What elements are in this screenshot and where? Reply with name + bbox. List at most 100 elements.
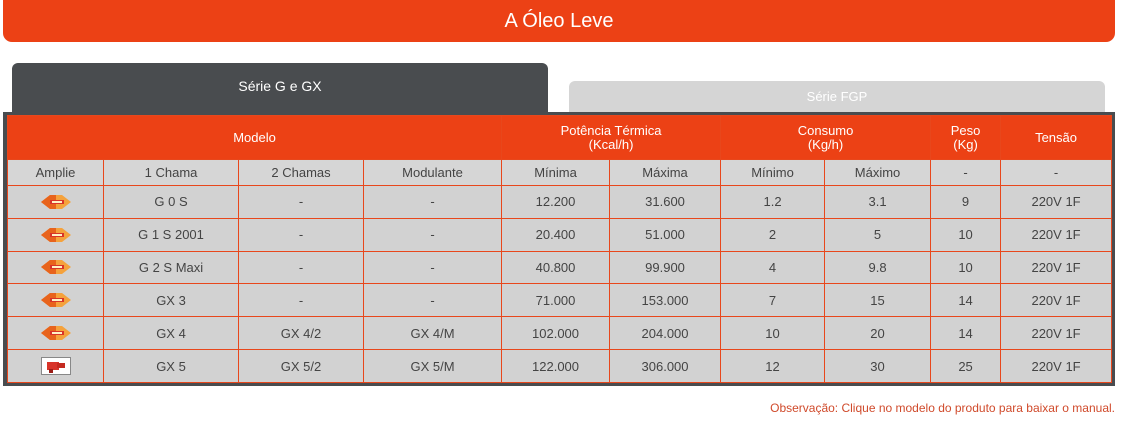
consumo-maximo: 30	[824, 349, 932, 383]
consumo-minimo: 7	[720, 283, 826, 318]
model-modulante[interactable]: GX 4/M	[362, 316, 503, 351]
header-tensao: Tensão	[1000, 114, 1113, 161]
model-1-chama[interactable]: G 0 S	[103, 184, 239, 219]
potencia-minima: 122.000	[501, 349, 611, 383]
potencia-maxima: 31.600	[609, 184, 722, 219]
tensao-value: 220V 1F	[1000, 250, 1113, 285]
subheader-modulante: Modulante	[362, 159, 503, 186]
table-row: GX 3 - - 71.000 153.000 7 15 14 220V 1F	[7, 283, 1113, 318]
tab-serie-g-gx[interactable]: Série G e GX	[12, 63, 548, 112]
tensao-value: 220V 1F	[1000, 283, 1113, 318]
consumo-minimo: 4	[720, 250, 826, 285]
burner-g-icon[interactable]	[40, 325, 72, 341]
subheader-minimo: Mínimo	[720, 159, 826, 186]
tab-label: Série FGP	[806, 89, 868, 104]
model-modulante[interactable]: GX 5/M	[362, 349, 503, 383]
model-2-chamas[interactable]: -	[238, 250, 364, 285]
header-modelo: Modelo	[6, 114, 503, 161]
header-potencia: Potência Térmica (Kcal/h)	[501, 114, 722, 161]
header-peso: Peso (Kg)	[930, 114, 1002, 161]
burner-g-icon[interactable]	[40, 292, 72, 308]
consumo-maximo: 20	[824, 316, 932, 351]
observation-note: Observação: Clique no modelo do produto …	[770, 401, 1115, 415]
peso-value: 25	[930, 349, 1002, 383]
model-modulante[interactable]: -	[362, 184, 503, 219]
model-1-chama[interactable]: GX 4	[103, 316, 239, 351]
potencia-minima: 102.000	[501, 316, 611, 351]
model-1-chama[interactable]: G 1 S 2001	[103, 217, 239, 252]
amplie-cell[interactable]	[7, 217, 104, 252]
banner-title: A Óleo Leve	[504, 9, 614, 32]
burner-g-icon[interactable]	[40, 259, 72, 275]
table-row: G 1 S 2001 - - 20.400 51.000 2 5 10 220V…	[7, 217, 1113, 252]
subheader-1-chama: 1 Chama	[103, 159, 239, 186]
amplie-cell[interactable]	[7, 250, 104, 285]
consumo-minimo: 2	[720, 217, 826, 252]
table-row: GX 5 GX 5/2 GX 5/M 122.000 306.000 12 30…	[7, 349, 1113, 383]
subheader-2-chamas: 2 Chamas	[238, 159, 364, 186]
model-2-chamas[interactable]: GX 4/2	[238, 316, 364, 351]
subheader-peso: -	[930, 159, 1002, 186]
tab-label: Série G e GX	[238, 77, 322, 94]
table-row: G 0 S - - 12.200 31.600 1.2 3.1 9 220V 1…	[7, 184, 1113, 219]
consumo-maximo: 15	[824, 283, 932, 318]
model-modulante[interactable]: -	[362, 283, 503, 318]
potencia-maxima: 204.000	[609, 316, 722, 351]
potencia-maxima: 153.000	[609, 283, 722, 318]
consumo-minimo: 1.2	[720, 184, 826, 219]
peso-value: 10	[930, 217, 1002, 252]
potencia-minima: 20.400	[501, 217, 611, 252]
table-row: GX 4 GX 4/2 GX 4/M 102.000 204.000 10 20…	[7, 316, 1113, 351]
product-table-container: Modelo Potência Térmica (Kcal/h) Consumo…	[3, 112, 1115, 386]
burner-gx-icon[interactable]	[40, 357, 71, 376]
potencia-minima: 12.200	[501, 184, 611, 219]
header-potencia-label: Potência Térmica	[560, 122, 662, 138]
model-1-chama[interactable]: G 2 S Maxi	[103, 250, 239, 285]
model-modulante[interactable]: -	[362, 217, 503, 252]
potencia-maxima: 306.000	[609, 349, 722, 383]
consumo-minimo: 10	[720, 316, 826, 351]
model-2-chamas[interactable]: -	[238, 283, 364, 318]
burner-g-icon[interactable]	[40, 193, 72, 209]
subheader-minima: Mínima	[501, 159, 611, 186]
subheader-tensao: -	[1000, 159, 1113, 186]
tensao-value: 220V 1F	[1000, 217, 1113, 252]
subheader-amplie: Amplie	[7, 159, 104, 186]
model-2-chamas[interactable]: -	[238, 184, 364, 219]
amplie-cell[interactable]	[7, 184, 104, 219]
consumo-maximo: 9.8	[824, 250, 932, 285]
tensao-value: 220V 1F	[1000, 349, 1113, 383]
potencia-minima: 40.800	[501, 250, 611, 285]
amplie-cell[interactable]	[7, 316, 104, 351]
potencia-minima: 71.000	[501, 283, 611, 318]
peso-value: 14	[930, 316, 1002, 351]
table-row: G 2 S Maxi - - 40.800 99.900 4 9.8 10 22…	[7, 250, 1113, 285]
tensao-value: 220V 1F	[1000, 316, 1113, 351]
amplie-cell[interactable]	[7, 283, 104, 318]
potencia-maxima: 99.900	[609, 250, 722, 285]
subheader-row: Amplie 1 Chama 2 Chamas Modulante Mínima…	[7, 159, 1113, 186]
peso-value: 10	[930, 250, 1002, 285]
model-1-chama[interactable]: GX 5	[103, 349, 239, 383]
amplie-cell[interactable]	[7, 349, 104, 383]
subheader-maximo: Máximo	[824, 159, 932, 186]
header-row: Modelo Potência Térmica (Kcal/h) Consumo…	[6, 114, 1113, 161]
subheader-maxima: Máxima	[609, 159, 722, 186]
tensao-value: 220V 1F	[1000, 184, 1113, 219]
model-modulante[interactable]: -	[362, 250, 503, 285]
peso-value: 9	[930, 184, 1002, 219]
model-2-chamas[interactable]: GX 5/2	[238, 349, 364, 383]
header-consumo-label: Consumo	[797, 122, 854, 138]
model-1-chama[interactable]: GX 3	[103, 283, 239, 318]
header-consumo: Consumo (Kg/h)	[720, 114, 932, 161]
product-table: Modelo Potência Térmica (Kcal/h) Consumo…	[6, 114, 1113, 383]
potencia-maxima: 51.000	[609, 217, 722, 252]
header-peso-unit: (Kg)	[953, 136, 978, 152]
model-2-chamas[interactable]: -	[238, 217, 364, 252]
burner-g-icon[interactable]	[40, 226, 72, 242]
consumo-maximo: 5	[824, 217, 932, 252]
tab-serie-fgp[interactable]: Série FGP	[569, 81, 1105, 112]
peso-value: 14	[930, 283, 1002, 318]
header-peso-label: Peso	[950, 122, 981, 138]
header-consumo-unit: (Kg/h)	[807, 136, 844, 152]
